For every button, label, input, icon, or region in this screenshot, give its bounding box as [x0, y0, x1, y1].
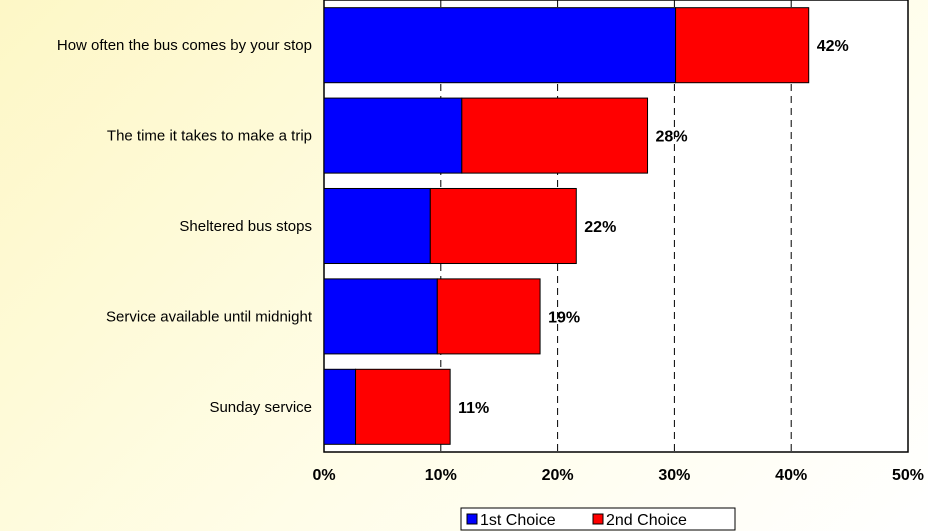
data-label: 11% — [458, 400, 489, 417]
bar-segment — [675, 7, 810, 84]
x-tick-label: 10% — [425, 467, 457, 484]
data-label: 22% — [584, 219, 616, 236]
x-tick-label: 50% — [892, 467, 924, 484]
bar-segment — [323, 368, 357, 445]
category-label: Sheltered bus stops — [179, 218, 312, 235]
legend-swatch — [466, 513, 478, 525]
data-label: 19% — [548, 309, 580, 326]
bar-segment — [461, 97, 649, 174]
x-tick-labels: 0% 10% 20% 30% 40% 50% — [312, 467, 924, 484]
category-label: The time it takes to make a trip — [107, 128, 312, 145]
bars — [323, 7, 810, 445]
bar-segment — [323, 278, 438, 355]
category-labels: How often the bus comes by your stop The … — [57, 37, 313, 416]
legend: 1st Choice 2nd Choice — [460, 507, 736, 531]
legend-label: 1st Choice — [480, 512, 556, 529]
data-labels: 42% 28% 22% 19% 11% — [458, 38, 849, 417]
legend-swatch — [592, 513, 604, 525]
x-tick-label: 0% — [312, 467, 335, 484]
bar-segment — [436, 278, 541, 355]
bar-segment — [429, 187, 577, 265]
bar-segment — [323, 97, 463, 174]
legend-label: 2nd Choice — [606, 512, 687, 529]
x-tick-label: 40% — [775, 467, 807, 484]
x-tick-label: 20% — [542, 467, 574, 484]
category-label: Sunday service — [209, 399, 312, 416]
bar-segment — [355, 368, 451, 445]
category-label: Service available until midnight — [106, 308, 313, 325]
bar-segment — [323, 187, 431, 265]
data-label: 28% — [656, 129, 688, 146]
x-tick-label: 30% — [658, 467, 690, 484]
category-label: How often the bus comes by your stop — [57, 37, 312, 54]
data-label: 42% — [817, 38, 849, 55]
bar-segment — [323, 7, 677, 84]
